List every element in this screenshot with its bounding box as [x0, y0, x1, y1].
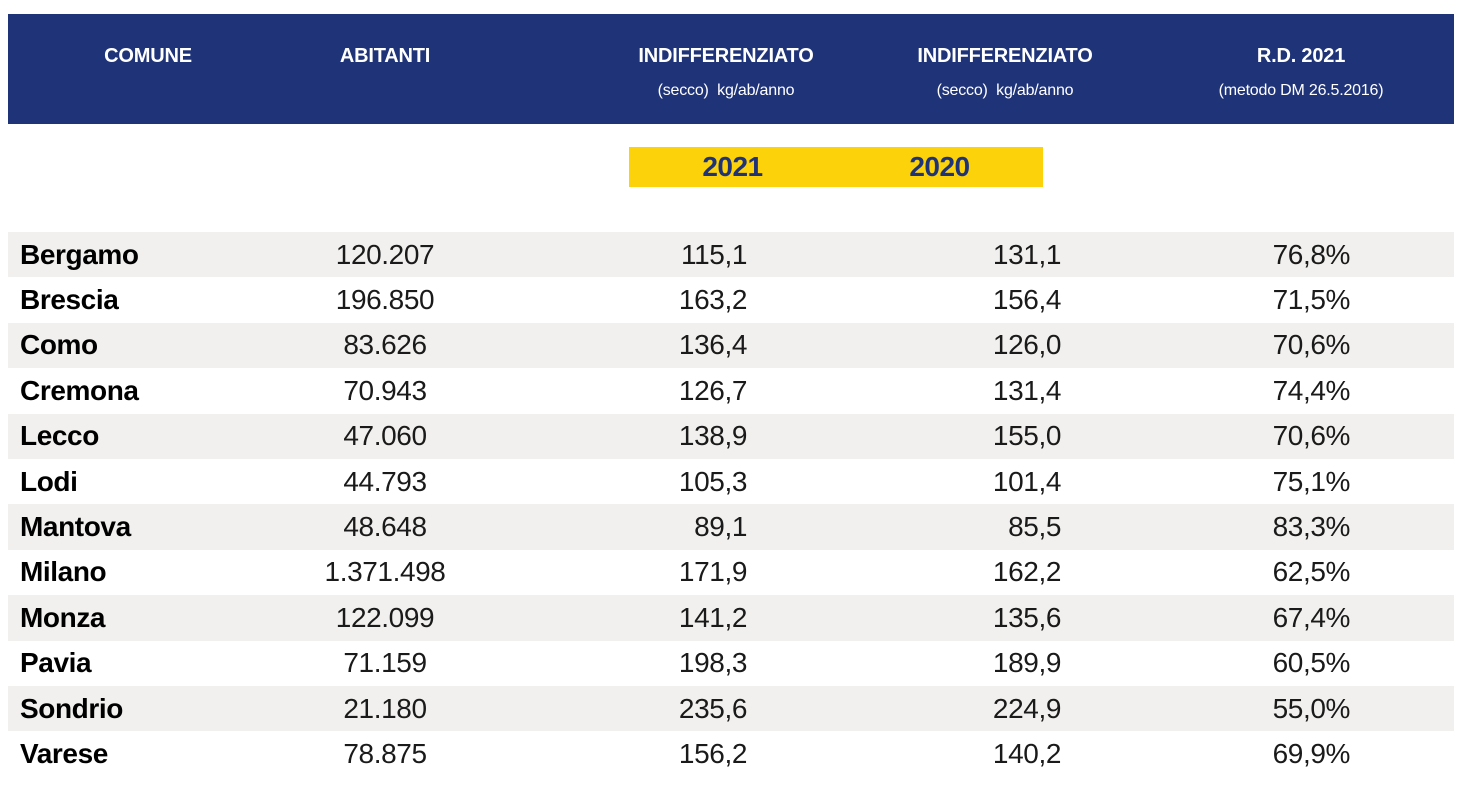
table-row-bergamo: Bergamo 120.207 115,1 131,1 76,8% [8, 232, 1454, 278]
rd-2021-cell: 69,9% [1272, 737, 1351, 769]
rd-2021-cell: 55,0% [1272, 692, 1351, 724]
header-indifferenziato-2020: INDIFFERENZIATO (secco) kg/ab/anno [855, 14, 1155, 124]
abitanti-cell: 71.159 [343, 647, 427, 679]
table-row-milano: Milano 1.371.498 171,9 162,2 62,5% [8, 550, 1454, 595]
comune-cell: Lodi [20, 465, 78, 497]
abitanti-cell: 21.180 [343, 692, 427, 724]
header-indifferenziato-2020-label: INDIFFERENZIATO [917, 45, 1093, 67]
abitanti-cell: 83.626 [343, 329, 427, 361]
indifferenziato-2020-cell: 135,6 [992, 601, 1061, 633]
header-indifferenziato-2021-sublabel: (secco) kg/ab/anno [657, 82, 795, 99]
comune-cell: Varese [20, 737, 108, 769]
comune-cell: Brescia [20, 284, 119, 316]
rd-2021-cell: 70,6% [1272, 329, 1351, 361]
rd-2021-cell: 60,5% [1272, 647, 1351, 679]
table-row-monza: Monza 122.099 141,2 135,6 67,4% [8, 595, 1454, 641]
indifferenziato-2020-cell: 156,4 [992, 284, 1061, 316]
indifferenziato-2021-cell: 89,1 [694, 511, 747, 543]
rd-2021-cell: 83,3% [1272, 511, 1351, 543]
header-comune-label: COMUNE [104, 45, 192, 67]
abitanti-cell: 44.793 [343, 465, 427, 497]
comune-cell: Bergamo [20, 238, 139, 270]
abitanti-cell: 47.060 [343, 420, 427, 452]
header-indifferenziato-2020-sublabel: (secco) kg/ab/anno [936, 82, 1074, 99]
table-row-mantova: Mantova 48.648 89,1 85,5 83,3% [8, 504, 1454, 550]
comune-cell: Lecco [20, 420, 99, 452]
header-indifferenziato-2021-label: INDIFFERENZIATO [638, 45, 814, 67]
header-rd-2021: R.D. 2021 (metodo DM 26.5.2016) [1151, 14, 1451, 124]
header-abitanti-label: ABITANTI [339, 45, 431, 67]
indifferenziato-2021-cell: 105,3 [678, 465, 747, 497]
abitanti-cell: 70.943 [343, 374, 427, 406]
header-indifferenziato-2021: INDIFFERENZIATO (secco) kg/ab/anno [576, 14, 876, 124]
indifferenziato-2021-cell: 126,7 [678, 374, 747, 406]
indifferenziato-2020-cell: 131,1 [992, 238, 1061, 270]
table-row-varese: Varese 78.875 156,2 140,2 69,9% [8, 731, 1454, 776]
rd-2021-cell: 75,1% [1272, 465, 1351, 497]
table-row-cremona: Cremona 70.943 126,7 131,4 74,4% [8, 368, 1454, 413]
indifferenziato-2020-cell: 155,0 [992, 420, 1061, 452]
abitanti-cell: 1.371.498 [324, 556, 446, 588]
indifferenziato-2020-cell: 85,5 [1008, 511, 1061, 543]
abitanti-cell: 48.648 [343, 511, 427, 543]
indifferenziato-2021-cell: 141,2 [678, 601, 747, 633]
indifferenziato-2021-cell: 235,6 [678, 692, 747, 724]
comune-cell: Milano [20, 556, 107, 588]
indifferenziato-2021-cell: 136,4 [678, 329, 747, 361]
table-row-sondrio: Sondrio 21.180 235,6 224,9 55,0% [8, 685, 1454, 732]
rd-2021-cell: 71,5% [1272, 284, 1351, 316]
table-row-pavia: Pavia 71.159 198,3 189,9 60,5% [8, 641, 1454, 686]
table-row-lodi: Lodi 44.793 105,3 101,4 75,1% [8, 459, 1454, 504]
indifferenziato-2020-cell: 126,0 [992, 329, 1061, 361]
rd-2021-cell: 62,5% [1272, 556, 1351, 588]
comune-cell: Monza [20, 601, 106, 633]
indifferenziato-2020-cell: 189,9 [992, 647, 1061, 679]
indifferenziato-2021-cell: 163,2 [678, 284, 747, 316]
rd-2021-cell: 70,6% [1272, 420, 1351, 452]
comune-cell: Cremona [20, 374, 139, 406]
indifferenziato-2021-cell: 198,3 [678, 647, 747, 679]
indifferenziato-2021-cell: 138,9 [678, 420, 747, 452]
rd-2021-cell: 76,8% [1272, 238, 1351, 270]
header-rd-2021-label: R.D. 2021 [1256, 45, 1346, 67]
indifferenziato-2021-cell: 156,2 [678, 737, 747, 769]
comune-cell: Pavia [20, 647, 92, 679]
table-body: Bergamo 120.207 115,1 131,1 76,8% Bresci… [8, 232, 1454, 777]
abitanti-cell: 122.099 [335, 601, 435, 633]
year-band: 2021 2020 [629, 147, 1043, 187]
year-label-2021: 2021 [702, 151, 763, 182]
indifferenziato-2020-cell: 162,2 [992, 556, 1061, 588]
comune-cell: Como [20, 329, 98, 361]
indifferenziato-2021-cell: 171,9 [678, 556, 747, 588]
rd-2021-cell: 74,4% [1272, 374, 1351, 406]
table-row-como: Como 83.626 136,4 126,0 70,6% [8, 322, 1454, 369]
comune-cell: Sondrio [20, 692, 123, 724]
indifferenziato-2021-cell: 115,1 [681, 238, 747, 270]
header-abitanti: ABITANTI [258, 14, 512, 124]
abitanti-cell: 120.207 [335, 238, 435, 270]
table-row-brescia: Brescia 196.850 163,2 156,4 71,5% [8, 277, 1454, 322]
comune-cell: Mantova [20, 511, 131, 543]
header-rd-2021-sublabel: (metodo DM 26.5.2016) [1218, 82, 1384, 99]
table-row-lecco: Lecco 47.060 138,9 155,0 70,6% [8, 413, 1454, 459]
indifferenziato-2020-cell: 131,4 [992, 374, 1061, 406]
indifferenziato-2020-cell: 101,4 [992, 465, 1061, 497]
year-label-2020: 2020 [909, 151, 970, 182]
rd-2021-cell: 67,4% [1272, 601, 1351, 633]
table-header: COMUNE ABITANTI INDIFFERENZIATO (secco) … [8, 14, 1454, 124]
indifferenziato-2020-cell: 140,2 [992, 737, 1061, 769]
abitanti-cell: 196.850 [335, 284, 435, 316]
header-comune: COMUNE [18, 14, 278, 124]
abitanti-cell: 78.875 [343, 737, 427, 769]
indifferenziato-2020-cell: 224,9 [992, 692, 1061, 724]
